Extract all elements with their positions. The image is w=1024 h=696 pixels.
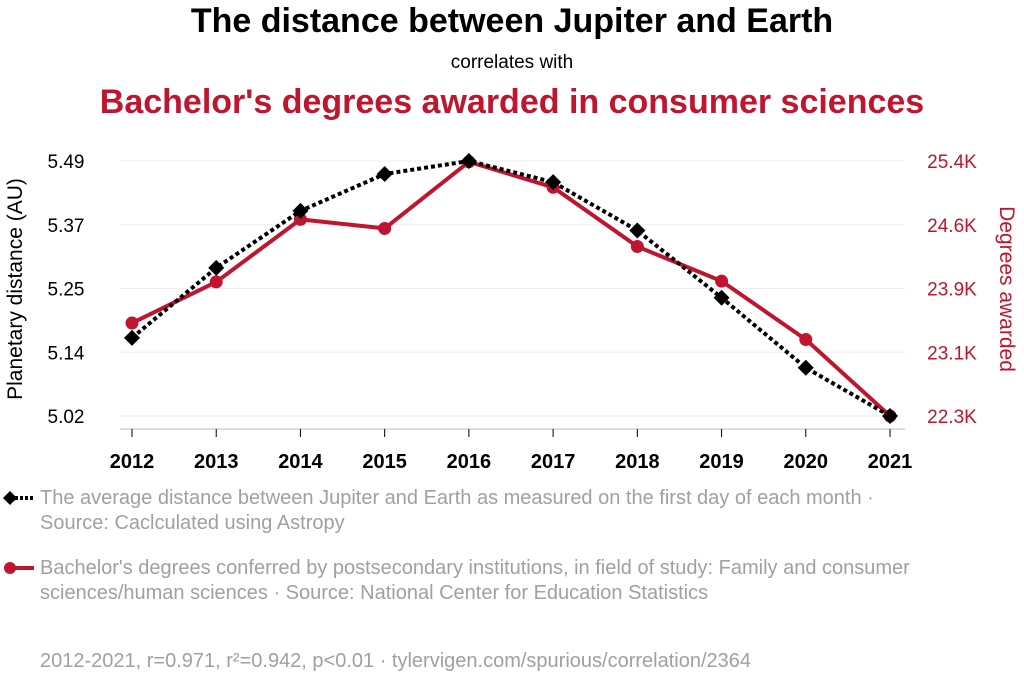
data-point-distance (545, 174, 562, 191)
x-tick-label: 2020 (784, 451, 829, 473)
y2-tick-label: 23.9K (927, 280, 977, 301)
x-tick-label: 2019 (699, 451, 744, 473)
footer-stats: 2012-2021, r=0.971, r²=0.942, p<0.01 · t… (40, 650, 751, 672)
data-point-distance (882, 408, 898, 424)
series-distance (124, 153, 898, 424)
x-tick-label: 2021 (868, 451, 913, 473)
data-point-distance (460, 153, 477, 169)
y2-tick-label: 25.4K (927, 152, 977, 173)
legend-text-degrees: Bachelor's degrees conferred by postseco… (40, 557, 910, 604)
y-tick-label: 5.14 (48, 343, 85, 364)
line-chart: 5.02 22.3K 5.14 23.1K 5.25 23.9K 5.37 24.6K 5.49… (4, 152, 1018, 473)
data-point-degrees (799, 333, 813, 346)
data-point-distance (292, 202, 309, 219)
legend-marker-diamond (3, 491, 34, 505)
x-tick-label: 2016 (447, 451, 492, 473)
y2-tick-label: 23.1K (927, 343, 977, 364)
x-tick-label: 2015 (362, 451, 407, 473)
y2-tick-label: 22.3K (927, 407, 977, 428)
data-point-distance (124, 329, 140, 346)
gridlines (120, 160, 905, 417)
legend-item-degrees: Bachelor's degrees conferred by postseco… (4, 556, 920, 606)
legend-item-distance: The average distance between Jupiter and… (3, 486, 920, 536)
data-point-distance (208, 259, 225, 276)
series-line-degrees (131, 159, 892, 418)
legend-marker-circle (4, 562, 34, 574)
legend-text-distance: The average distance between Jupiter and… (40, 487, 874, 534)
chart-title: The distance between Jupiter and Earth (190, 2, 834, 40)
x-tick-label: 2017 (531, 451, 576, 473)
data-point-degrees (125, 316, 139, 330)
data-point-degrees (293, 212, 307, 226)
chart-subtitle: correlates with (450, 52, 574, 73)
axes (120, 428, 905, 437)
y-tick-label: 5.49 (48, 152, 85, 173)
data-point-degrees (630, 240, 644, 254)
axis-labels: 5.02 22.3K 5.14 23.1K 5.25 23.9K 5.37 24.6K 5.49… (4, 152, 1018, 473)
data-point-distance (797, 359, 814, 376)
x-tick-label: 2018 (615, 451, 660, 473)
data-point-distance (629, 222, 646, 239)
y2-tick-label: 24.6K (927, 216, 977, 237)
y-tick-label: 5.37 (48, 216, 85, 237)
y-tick-label: 5.02 (48, 407, 85, 428)
x-tick-label: 2013 (194, 451, 239, 473)
x-tick-label: 2014 (278, 451, 323, 473)
x-tick-label: 2012 (110, 451, 155, 473)
y-axis-title: Planetary distance (AU) (4, 178, 27, 400)
data-point-degrees (715, 274, 729, 288)
data-point-degrees (378, 221, 392, 235)
y2-axis-title: Degrees awarded (995, 206, 1018, 372)
data-point-distance (713, 289, 730, 306)
data-point-degrees (209, 275, 223, 289)
chart-title-2: Bachelor's degrees awarded in consumer s… (99, 83, 925, 121)
y-tick-label: 5.25 (48, 280, 85, 301)
data-point-distance (376, 166, 393, 183)
